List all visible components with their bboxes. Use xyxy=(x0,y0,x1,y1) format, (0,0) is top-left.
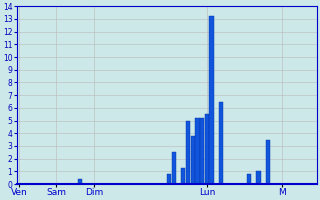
Bar xyxy=(256,171,260,184)
Bar xyxy=(181,168,186,184)
Bar xyxy=(186,121,190,184)
Bar xyxy=(167,174,171,184)
Bar xyxy=(172,152,176,184)
Bar xyxy=(205,114,209,184)
Bar xyxy=(195,118,200,184)
Bar xyxy=(219,102,223,184)
Bar xyxy=(209,16,214,184)
Bar xyxy=(191,136,195,184)
Bar xyxy=(200,118,204,184)
Bar xyxy=(266,140,270,184)
Bar xyxy=(247,174,251,184)
Bar xyxy=(78,179,82,184)
